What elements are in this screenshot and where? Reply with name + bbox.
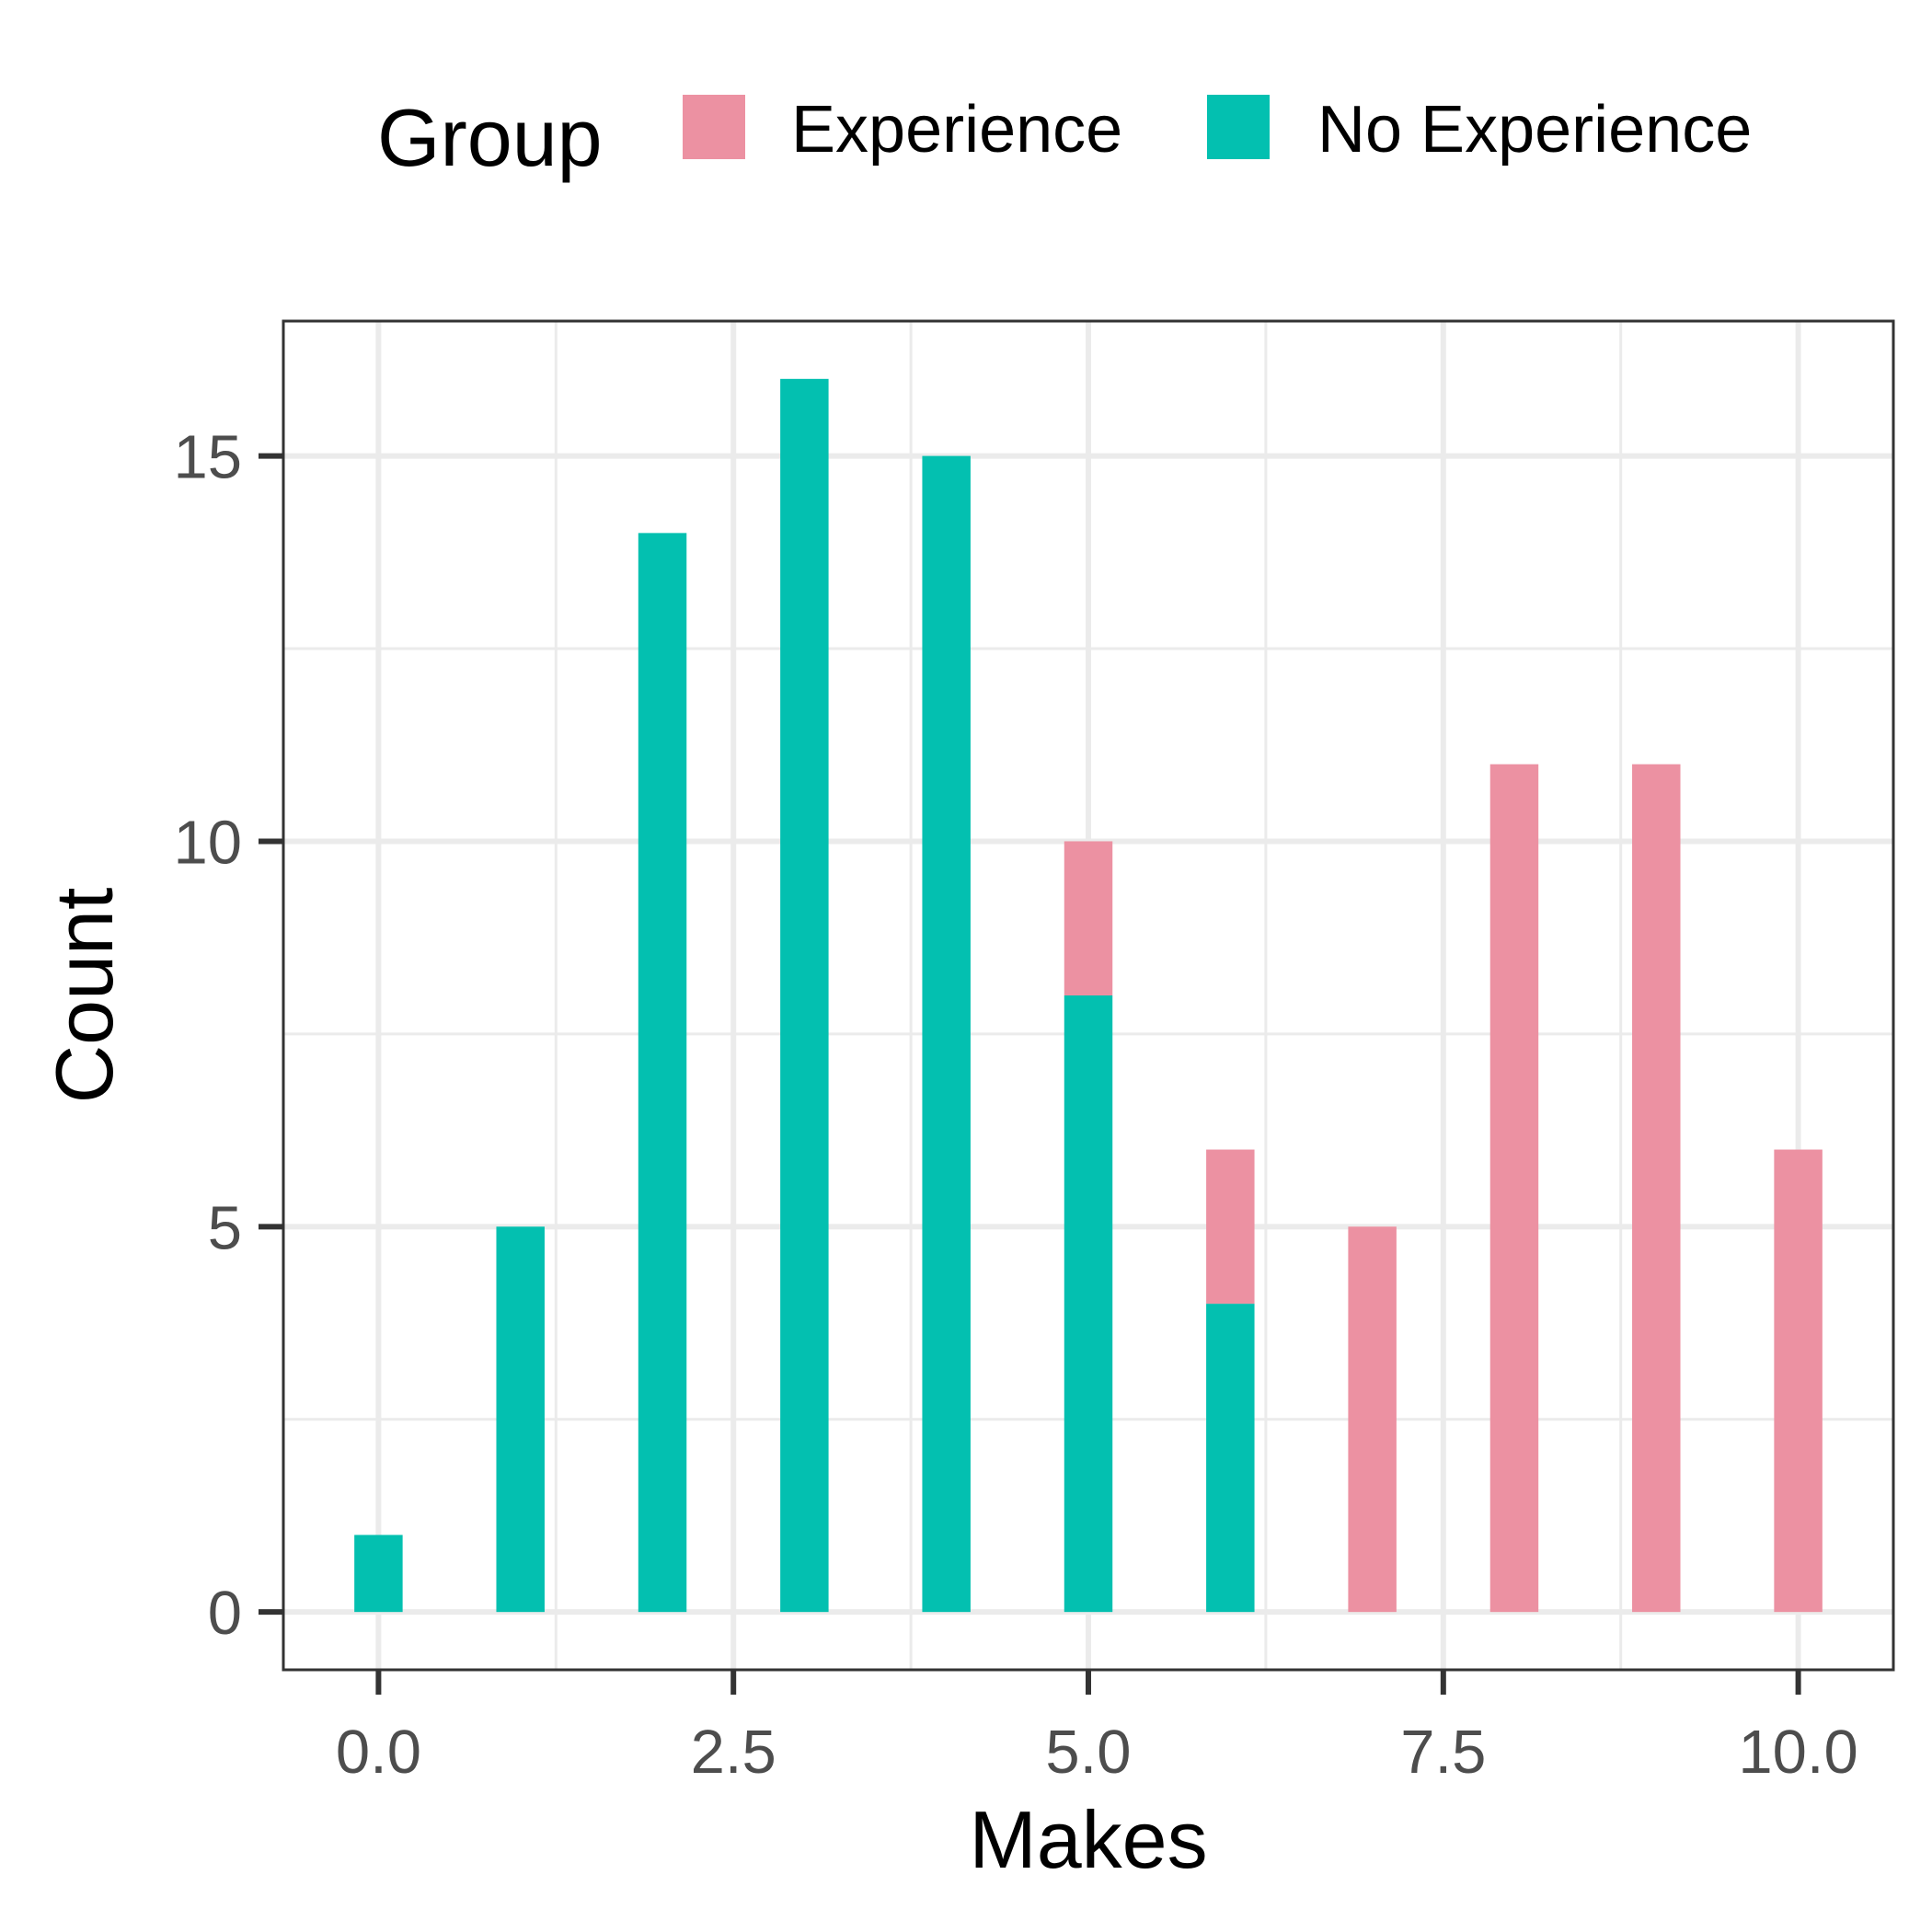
bar-experience-makes-10 bbox=[1774, 1149, 1823, 1613]
legend-title: Group bbox=[377, 92, 603, 183]
bar-no-experience-makes-4 bbox=[922, 455, 971, 1613]
x-tick-label: 10.0 bbox=[1738, 1718, 1857, 1787]
y-tick-label: 15 bbox=[173, 423, 242, 492]
legend-key-experience bbox=[683, 95, 745, 159]
bar-experience-makes-5 bbox=[1064, 841, 1113, 995]
bar-experience-makes-7 bbox=[1348, 1226, 1397, 1613]
bar-no-experience-makes-0 bbox=[354, 1535, 403, 1613]
y-axis: 0 5 10 15 bbox=[173, 423, 283, 1648]
plot-panel bbox=[282, 319, 1895, 1672]
y-tick-label: 0 bbox=[208, 1579, 242, 1648]
legend-label-no-experience: No Experience bbox=[1317, 93, 1752, 167]
legend-label-experience: Experience bbox=[791, 93, 1122, 167]
bar-experience-makes-9 bbox=[1632, 764, 1681, 1613]
x-axis: 0.0 2.5 5.0 7.5 10.0 bbox=[336, 1670, 1858, 1787]
x-tick-label: 7.5 bbox=[1400, 1718, 1486, 1787]
legend: Group Experience No Experience bbox=[377, 92, 1752, 183]
x-tick-label: 5.0 bbox=[1045, 1718, 1131, 1787]
y-tick-label: 5 bbox=[208, 1193, 242, 1262]
bar-experience-makes-6 bbox=[1206, 1149, 1255, 1305]
x-tick-label: 2.5 bbox=[691, 1718, 776, 1787]
bar-no-experience-makes-2 bbox=[638, 533, 687, 1613]
y-tick-label: 10 bbox=[173, 808, 242, 877]
x-tick-label: 0.0 bbox=[336, 1718, 421, 1787]
bar-no-experience-makes-3 bbox=[780, 378, 829, 1613]
y-axis-title: Count bbox=[39, 888, 130, 1104]
bar-experience-makes-8 bbox=[1489, 764, 1539, 1613]
bar-no-experience-makes-6 bbox=[1206, 1304, 1255, 1613]
bar-no-experience-makes-1 bbox=[496, 1226, 545, 1613]
bar-no-experience-makes-5 bbox=[1064, 995, 1113, 1613]
bars bbox=[354, 378, 1823, 1613]
legend-key-no-experience bbox=[1207, 95, 1270, 159]
x-axis-title: Makes bbox=[969, 1794, 1207, 1885]
